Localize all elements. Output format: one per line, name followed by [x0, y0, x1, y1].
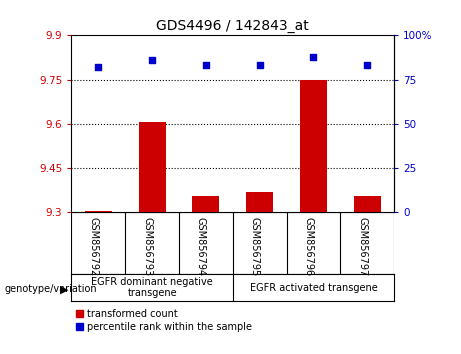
Legend: transformed count, percentile rank within the sample: transformed count, percentile rank withi…: [77, 309, 252, 332]
Text: GSM856793: GSM856793: [142, 217, 152, 276]
Point: [95, 64, 102, 70]
Point: [202, 63, 210, 68]
Bar: [354, 196, 381, 212]
Text: GSM856794: GSM856794: [196, 217, 206, 276]
Point: [364, 63, 371, 68]
Text: EGFR dominant negative
transgene: EGFR dominant negative transgene: [91, 277, 213, 298]
Bar: [193, 196, 219, 212]
Text: GSM856792: GSM856792: [89, 217, 98, 276]
Text: ▶: ▶: [60, 284, 68, 294]
Bar: [139, 122, 165, 212]
Bar: [300, 80, 327, 212]
Text: genotype/variation: genotype/variation: [5, 284, 97, 294]
Text: GSM856797: GSM856797: [357, 217, 367, 276]
Point: [310, 54, 317, 59]
Bar: [246, 192, 273, 212]
Point: [256, 63, 263, 68]
Point: [148, 57, 156, 63]
Text: GDS4496 / 142843_at: GDS4496 / 142843_at: [156, 19, 309, 34]
Text: GSM856796: GSM856796: [303, 217, 313, 276]
Bar: [85, 211, 112, 212]
Text: EGFR activated transgene: EGFR activated transgene: [249, 282, 378, 293]
Text: GSM856795: GSM856795: [250, 217, 260, 276]
